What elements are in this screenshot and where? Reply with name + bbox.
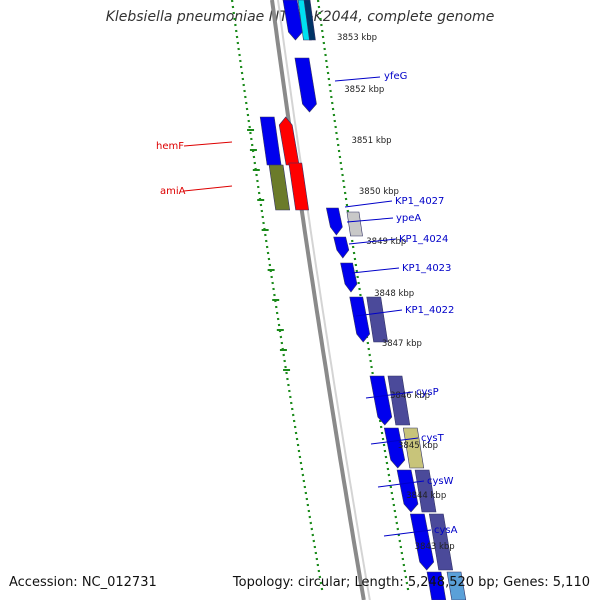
accession-text: Accession: NC_012731 [9,575,157,590]
features-layer [259,0,467,600]
gene-label-connector [377,480,425,488]
cds-forward-block [349,296,370,343]
backbone-line [270,0,366,600]
gene-label-connector [348,238,397,245]
tick-label: 3853 kbp [337,33,377,43]
cds-forward-block [333,236,350,259]
gene-label: KP1_4024 [399,234,448,245]
cds-forward-block [426,571,447,600]
tick-label: 3845 kbp [398,441,438,451]
gene-label: cysT [421,433,445,444]
cds-reverse-block [288,162,310,211]
gene-label-connector [334,76,381,82]
genome-summary-text: Topology: circular; Length: 5,248,520 bp… [232,575,590,590]
gene-label-connector [370,437,419,445]
cds-forward-block [282,0,303,41]
gene-label: cysP [416,387,439,398]
cog-block [414,469,437,513]
gene-label: KP1_4022 [405,305,454,316]
cds-forward-block [340,262,358,293]
gene-label-connector [355,309,403,317]
cog-block [366,296,389,343]
cog-block [303,0,316,41]
backbone-inner-line [277,0,371,600]
gene-label: hemF [156,141,184,152]
gene-label: cysA [434,525,458,536]
cog-block [446,571,467,600]
cds-forward-block [326,207,343,236]
gene-label-connector [351,267,400,274]
gene-label: cysW [427,476,454,487]
cds-forward-block [383,427,406,469]
cds-forward-block [409,513,435,571]
tick-label: 3852 kbp [344,85,384,95]
cds-forward-block [396,469,419,513]
labels-layer: 3853 kbp 3852 kbp 3851 kbp 3850 kbp 3849 kbp… [156,33,458,552]
gene-label-connector [183,141,233,147]
cds-forward-block [369,375,393,426]
tick-label: 3848 kbp [374,289,414,299]
gene-label-connector [344,200,393,208]
cog-block [387,375,411,426]
tick-label: 3844 kbp [406,491,446,501]
cds-forward-block [259,116,282,166]
cog-block [428,513,454,571]
cog-block [402,427,425,469]
gene-label: amiA [160,186,186,197]
gene-label-connector [365,391,414,399]
gene-label: KP1_4027 [395,196,444,207]
tick-label: 3850 kbp [359,187,399,197]
tick-label: 3846 kbp [390,391,430,401]
cog-block [268,164,291,211]
tick-label: 3843 kbp [415,542,455,552]
tick-label: 3849 kbp [366,237,406,247]
gene-label: KP1_4023 [402,263,451,274]
gene-label-connector [346,217,394,223]
tick-label: 3847 kbp [382,339,422,349]
cog-block [346,211,363,237]
gene-label: ypeA [396,213,421,224]
gene-label-connector [183,185,233,192]
cds-forward-block [294,57,317,113]
tracks-layer [230,0,410,600]
gene-label: yfeG [384,71,407,82]
tick-label: 3851 kbp [351,136,391,146]
gene-label-connector [383,529,432,537]
